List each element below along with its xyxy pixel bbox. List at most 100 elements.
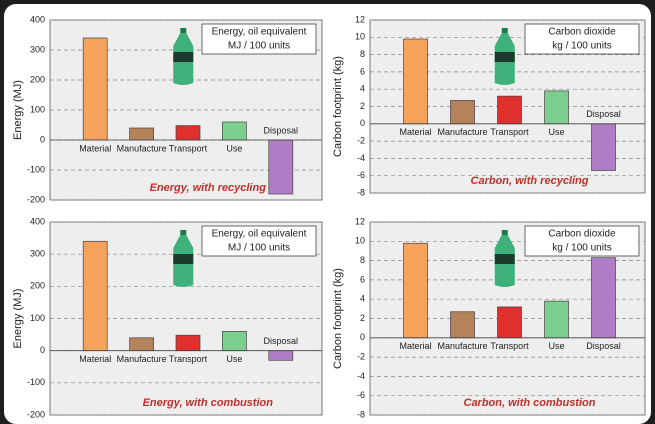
y-tick-label: -2 bbox=[357, 351, 365, 361]
x-tick-label: Manufacture bbox=[117, 143, 167, 153]
x-tick-label: Transport bbox=[490, 127, 529, 137]
x-tick-label: Manufacture bbox=[437, 127, 487, 137]
bar bbox=[176, 126, 200, 140]
unit-label: Carbon dioxide bbox=[548, 27, 616, 38]
x-tick-label: Material bbox=[399, 341, 431, 351]
x-tick-label: Use bbox=[226, 354, 242, 364]
x-tick-label: Manufacture bbox=[437, 341, 487, 351]
unit-label: Energy, oil equivalent bbox=[212, 27, 307, 38]
y-axis-label: Carbon footprint (kg) bbox=[332, 56, 344, 157]
bottle-cap bbox=[180, 28, 186, 33]
y-tick-label: 12 bbox=[355, 14, 365, 24]
bar bbox=[592, 258, 616, 338]
unit-label: Carbon dioxide bbox=[548, 229, 616, 240]
y-tick-label: 400 bbox=[30, 14, 45, 24]
y-tick-label: -100 bbox=[27, 164, 45, 174]
x-tick-label: Material bbox=[399, 127, 431, 137]
x-tick-label: Disposal bbox=[264, 336, 299, 346]
annotation: Energy, with combustion bbox=[143, 397, 274, 409]
y-tick-label: 8 bbox=[360, 255, 365, 265]
y-tick-label: 10 bbox=[355, 236, 365, 246]
bar bbox=[498, 307, 522, 338]
bar bbox=[404, 39, 428, 124]
annotation: Energy, with recycling bbox=[150, 182, 267, 194]
y-tick-label: 400 bbox=[30, 216, 45, 226]
y-tick-label: 0 bbox=[360, 332, 365, 342]
bar bbox=[83, 241, 107, 350]
y-tick-label: -8 bbox=[357, 187, 365, 197]
bar bbox=[222, 331, 246, 350]
y-tick-label: -200 bbox=[27, 194, 45, 204]
bottle-cap bbox=[180, 230, 186, 235]
y-tick-label: -200 bbox=[27, 409, 45, 419]
y-axis-label: Carbon footprint (kg) bbox=[332, 268, 344, 369]
y-tick-label: -2 bbox=[357, 135, 365, 145]
bottle-label bbox=[495, 254, 515, 264]
bottle-label bbox=[173, 52, 193, 62]
y-tick-label: 6 bbox=[360, 66, 365, 76]
y-tick-label: 4 bbox=[360, 84, 365, 94]
y-tick-label: -8 bbox=[357, 409, 365, 419]
y-tick-label: 6 bbox=[360, 274, 365, 284]
bar bbox=[592, 124, 616, 171]
y-tick-label: 2 bbox=[360, 101, 365, 111]
bar bbox=[130, 338, 154, 351]
bar bbox=[545, 91, 569, 124]
y-tick-label: 100 bbox=[30, 104, 45, 114]
unit-label: Energy, oil equivalent bbox=[212, 229, 307, 240]
bar bbox=[451, 100, 475, 123]
y-tick-label: 4 bbox=[360, 294, 365, 304]
x-tick-label: Transport bbox=[169, 143, 208, 153]
x-tick-label: Transport bbox=[490, 341, 529, 351]
x-tick-label: Disposal bbox=[264, 125, 299, 135]
x-tick-label: Use bbox=[548, 127, 564, 137]
bottle-cap bbox=[502, 230, 508, 235]
y-tick-label: 8 bbox=[360, 49, 365, 59]
bottle-label bbox=[173, 254, 193, 264]
bar bbox=[130, 128, 154, 140]
y-tick-label: 0 bbox=[40, 345, 45, 355]
bar bbox=[404, 243, 428, 338]
y-tick-label: 0 bbox=[360, 118, 365, 128]
y-tick-label: -4 bbox=[357, 371, 365, 381]
y-tick-label: 100 bbox=[30, 313, 45, 323]
annotation: Carbon, with combustion bbox=[464, 397, 596, 409]
y-tick-label: -6 bbox=[357, 390, 365, 400]
y-tick-label: 200 bbox=[30, 74, 45, 84]
y-tick-label: 2 bbox=[360, 313, 365, 323]
y-tick-label: -4 bbox=[357, 153, 365, 163]
bottle-label bbox=[495, 52, 515, 62]
y-tick-label: 300 bbox=[30, 44, 45, 54]
unit-label: MJ / 100 units bbox=[228, 243, 290, 254]
bar bbox=[545, 301, 569, 338]
y-tick-label: 12 bbox=[355, 216, 365, 226]
x-tick-label: Material bbox=[79, 143, 111, 153]
y-axis-label: Energy (MJ) bbox=[12, 289, 24, 349]
y-tick-label: -100 bbox=[27, 377, 45, 387]
x-tick-label: Disposal bbox=[586, 109, 621, 119]
unit-label: kg / 100 units bbox=[552, 41, 611, 52]
y-tick-label: -6 bbox=[357, 170, 365, 180]
bar bbox=[451, 312, 475, 338]
figure: -200-1000100200300400Energy (MJ)Energy, … bbox=[0, 0, 655, 424]
x-tick-label: Material bbox=[79, 354, 111, 364]
y-tick-label: 300 bbox=[30, 249, 45, 259]
x-tick-label: Transport bbox=[169, 354, 208, 364]
bar bbox=[269, 140, 293, 194]
y-tick-label: 10 bbox=[355, 32, 365, 42]
y-tick-label: 200 bbox=[30, 281, 45, 291]
bottle-cap bbox=[502, 28, 508, 33]
unit-label: MJ / 100 units bbox=[228, 41, 290, 52]
y-axis-label: Energy (MJ) bbox=[12, 80, 24, 140]
bar bbox=[176, 335, 200, 350]
bar bbox=[222, 122, 246, 140]
bar bbox=[83, 38, 107, 140]
bar bbox=[498, 96, 522, 124]
y-tick-label: 0 bbox=[40, 134, 45, 144]
x-tick-label: Manufacture bbox=[117, 354, 167, 364]
x-tick-label: Disposal bbox=[586, 341, 621, 351]
x-tick-label: Use bbox=[226, 143, 242, 153]
annotation: Carbon, with recycling bbox=[471, 175, 589, 187]
bar bbox=[269, 351, 293, 361]
unit-label: kg / 100 units bbox=[552, 243, 611, 254]
